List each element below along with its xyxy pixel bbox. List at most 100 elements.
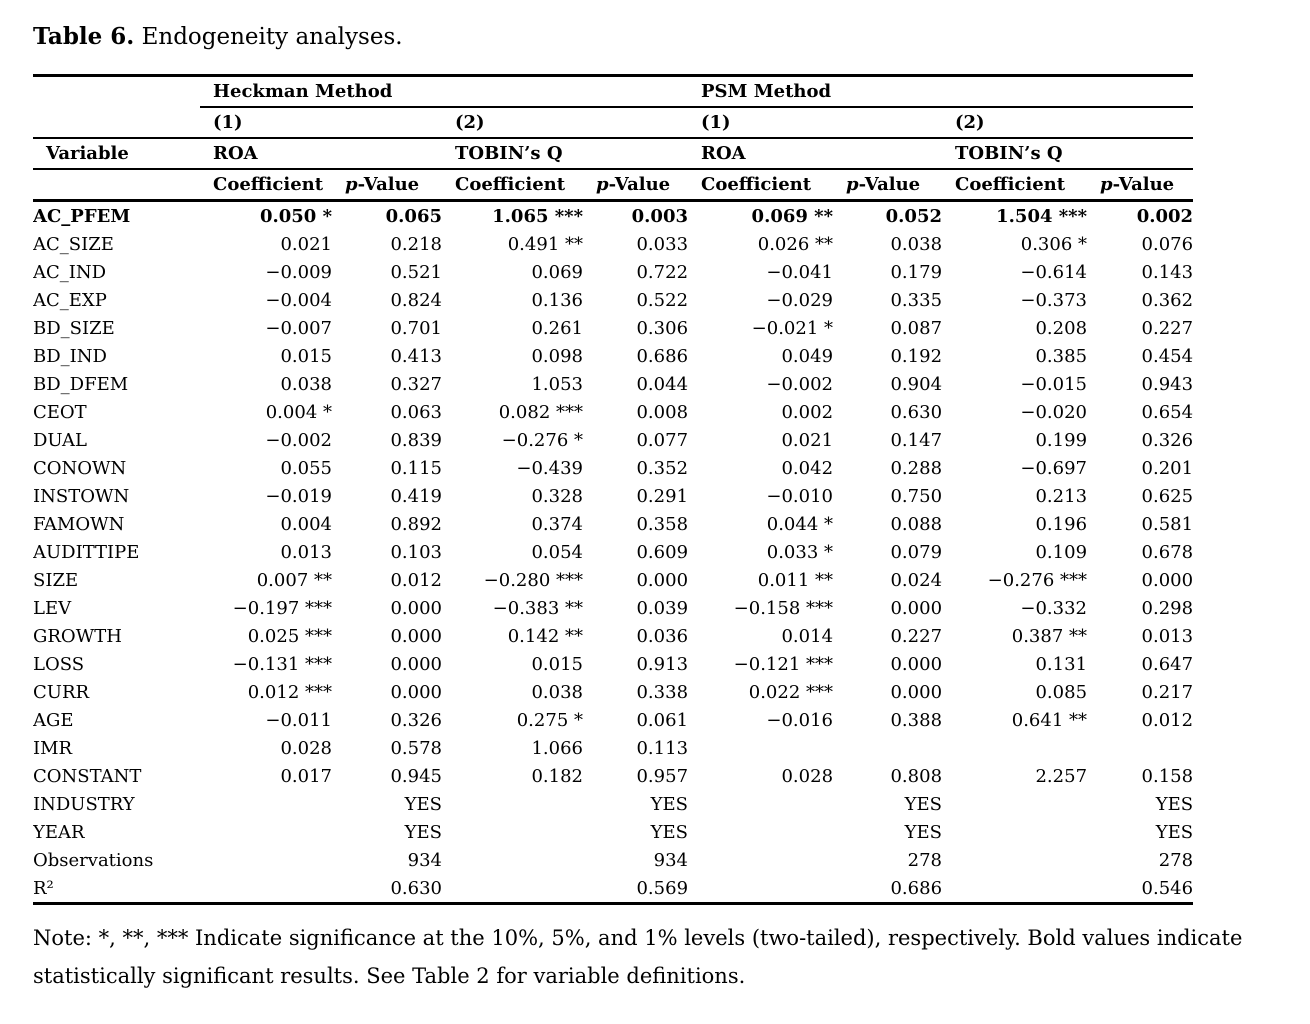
variable-column-header: Variable (33, 138, 200, 170)
row-variable-label: BD_IND (33, 345, 107, 367)
value-cell: −0.158 *** (733, 597, 834, 619)
value-cell: 0.217 (1141, 681, 1194, 703)
value-cell: 0.028 (280, 737, 332, 759)
value-cell: 0.007 ** (256, 569, 332, 591)
value-cell: 0.113 (636, 737, 689, 759)
stat-header-italic: p (345, 174, 358, 195)
value-cell (688, 846, 833, 874)
stat-header-text: Coefficient (455, 174, 566, 195)
value-cell: 0.002 (781, 401, 834, 423)
value-cell: 0.147 (890, 429, 943, 451)
table-title: Table 6. Endogeneity analyses. (33, 22, 1310, 52)
value-cell (200, 846, 332, 874)
row-variable-label: AC_EXP (33, 289, 107, 311)
value-cell: 0.000 (890, 597, 943, 619)
value-cell: 0.069 ** (751, 205, 834, 227)
stat-header-text: -Value (608, 174, 671, 195)
value-cell: 0.227 (1141, 317, 1194, 339)
value-cell: −0.015 (1020, 373, 1088, 395)
value-cell: 0.945 (390, 765, 442, 787)
row-variable-label: FAMOWN (33, 513, 125, 535)
value-cell: −0.373 (1020, 289, 1088, 311)
row-variable-label: CURR (33, 681, 90, 703)
table-row: CEOT 0.004 * 0.063 0.082 *** 0.008 0.002 0.630… (33, 398, 1193, 426)
value-cell: 0.358 (636, 513, 689, 535)
coefficient-header: Coefficient (688, 169, 834, 202)
value-cell: −0.383 ** (492, 597, 583, 619)
table-row: Observations 934 934 278 278 (33, 846, 1193, 874)
value-cell: 0.000 (390, 597, 442, 619)
value-cell: 0.039 (636, 597, 689, 619)
value-cell: −0.019 (265, 485, 332, 507)
stat-header-italic: p (846, 174, 859, 195)
table-row: BD_IND 0.015 0.413 0.098 0.686 0.049 0.192 0.38… (33, 342, 1193, 370)
value-cell: 0.387 ** (1011, 625, 1088, 647)
table-row: INSTOWN −0.019 0.419 0.328 0.291 −0.010 0.750 0… (33, 482, 1193, 510)
empty-header-cell (33, 107, 200, 139)
method-header-row: Heckman Method PSM Method (33, 75, 1194, 108)
table-row: AC_IND −0.009 0.521 0.069 0.722 −0.041 0.179 −0… (33, 258, 1193, 286)
value-cell: 0.049 (781, 345, 834, 367)
value-cell: YES (1155, 793, 1194, 815)
value-cell: −0.016 (766, 709, 834, 731)
value-cell (688, 874, 833, 904)
value-cell: −0.002 (265, 429, 332, 451)
value-cell: −0.131 *** (232, 653, 332, 675)
value-cell: 0.521 (390, 261, 442, 283)
value-cell: 0.136 (531, 289, 583, 311)
row-variable-label: GROWTH (33, 625, 122, 647)
value-cell: 0.213 (1035, 485, 1088, 507)
value-cell: 0.179 (890, 261, 943, 283)
p-value-header: p-Value (833, 169, 943, 202)
value-cell: 0.647 (1141, 653, 1194, 675)
value-cell: −0.697 (1020, 457, 1088, 479)
value-cell: 0.131 (1035, 653, 1088, 675)
table-row: AC_SIZE 0.021 0.218 0.491 ** 0.033 0.026 ** 0.… (33, 230, 1193, 258)
stat-header-text: Coefficient (955, 174, 1066, 195)
value-cell: 2.257 (1035, 765, 1088, 787)
value-cell: 1.053 (531, 373, 583, 395)
value-cell: 0.038 (280, 373, 332, 395)
value-cell (942, 790, 1087, 818)
value-cell: 0.522 (636, 289, 689, 311)
value-cell: 0.678 (1141, 541, 1194, 563)
table-row: GROWTH 0.025 *** 0.000 0.142 ** 0.036 0.014 0.… (33, 622, 1193, 650)
stat-header-text: -Value (1112, 174, 1175, 195)
p-value-header: p-Value (583, 169, 689, 202)
value-cell: 0.218 (390, 233, 442, 255)
table-title-text: Endogeneity analyses. (134, 24, 403, 50)
row-variable-label: SIZE (33, 569, 79, 591)
value-cell: 0.022 *** (748, 681, 834, 703)
row-variable-label: AC_SIZE (33, 233, 114, 255)
table-row: FAMOWN 0.004 0.892 0.374 0.358 0.044 * 0.088 0.… (33, 510, 1193, 538)
table-row: SIZE 0.007 ** 0.012 −0.280 *** 0.000 0.011 **… (33, 566, 1193, 594)
row-variable-label: CEOT (33, 401, 87, 423)
coefficient-header: Coefficient (942, 169, 1088, 202)
value-cell: 0.904 (890, 373, 943, 395)
value-cell (688, 734, 833, 762)
value-cell: 0.028 (781, 765, 834, 787)
row-variable-label: AGE (33, 709, 74, 731)
table-row: YEAR YES YES YES YES (33, 818, 1193, 846)
roa-header-psm: ROA (688, 138, 943, 170)
value-cell: 0.054 (531, 541, 583, 563)
value-cell: 0.338 (636, 681, 689, 703)
value-cell: 0.327 (390, 373, 442, 395)
table-row: AGE −0.011 0.326 0.275 * 0.061 −0.016 0.388 0.6… (33, 706, 1193, 734)
value-cell: 0.103 (390, 541, 442, 563)
value-cell: 934 (653, 849, 689, 871)
value-cell: 0.335 (890, 289, 943, 311)
value-cell: 934 (407, 849, 442, 871)
value-cell: 278 (907, 849, 943, 871)
value-cell: 0.362 (1141, 289, 1194, 311)
value-cell: 0.201 (1141, 457, 1194, 479)
value-cell: 0.701 (390, 317, 442, 339)
value-cell: 0.000 (390, 625, 442, 647)
value-cell: 0.288 (890, 457, 943, 479)
value-cell: 0.306 * (1020, 233, 1088, 255)
coefficient-header: Coefficient (442, 169, 583, 202)
table-body: AC_PFEM 0.050 * 0.065 1.065 *** 0.003 0.069 *… (33, 201, 1193, 904)
table-row: DUAL −0.002 0.839 −0.276 * 0.077 0.021 0.147 0.… (33, 426, 1193, 454)
roa-header-heckman: ROA (200, 138, 442, 170)
